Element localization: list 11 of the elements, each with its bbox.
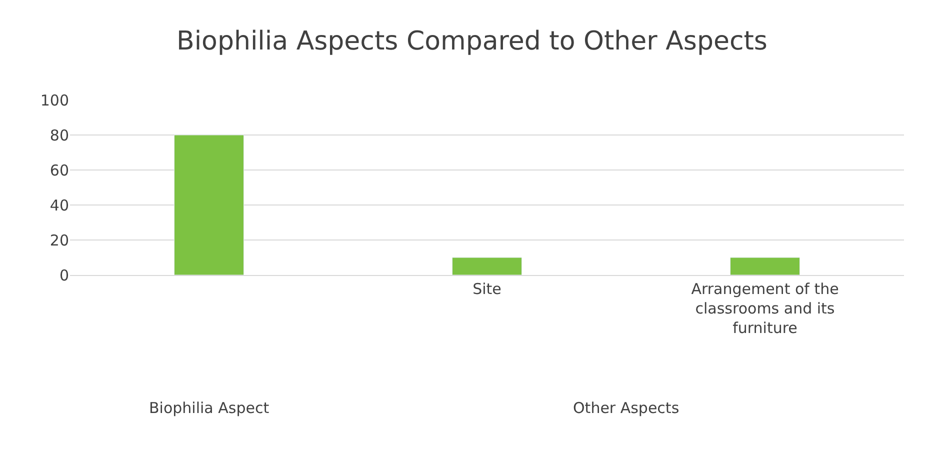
x-tick-label: Arrangement of the classrooms and its furniture bbox=[691, 280, 839, 337]
y-tick-label: 0 bbox=[59, 266, 69, 284]
y-tick-label: 60 bbox=[50, 161, 69, 180]
y-tick-label: 80 bbox=[50, 126, 69, 144]
text: Other Aspects bbox=[573, 399, 680, 417]
y-tick-label: 20 bbox=[50, 231, 69, 250]
text: Biophilia Aspect bbox=[149, 399, 270, 417]
chart-title: Biophilia Aspects Compared to Other Aspects bbox=[176, 26, 768, 57]
x-tick-label: Site bbox=[472, 280, 502, 298]
y-tick-label: 100 bbox=[40, 91, 69, 110]
y-tick-label: 40 bbox=[50, 196, 69, 214]
